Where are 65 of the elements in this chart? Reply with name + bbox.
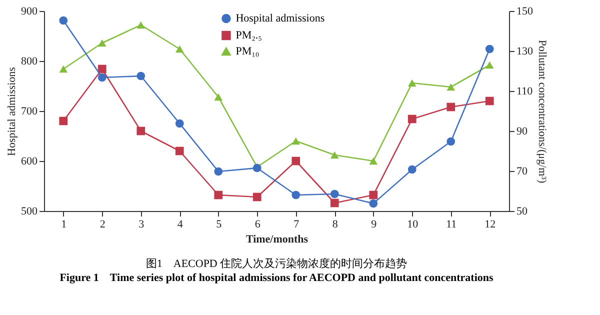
y2-tick-label: 50 <box>516 206 528 218</box>
point <box>446 102 456 112</box>
x-tick-label: 9 <box>371 218 378 230</box>
point <box>136 21 146 29</box>
caption: Figure 1 Time series plot of hospital admissions for AECOPD and pollutant concentrations <box>60 272 494 284</box>
y-axis-title: Hospital admissions <box>6 67 18 156</box>
y-tick-label: 900 <box>21 6 38 18</box>
y2-tick-label: 70 <box>516 166 528 178</box>
x-tick-label: 8 <box>332 218 338 230</box>
y-tick-label: 500 <box>21 206 38 218</box>
point <box>175 119 184 128</box>
point <box>369 190 378 200</box>
point <box>59 16 68 25</box>
y-tick-label: 700 <box>21 106 38 118</box>
x-tick-label: 2 <box>100 218 106 230</box>
point <box>485 96 494 106</box>
x-tick-label: 11 <box>446 218 457 230</box>
x-axis-title: Time/months <box>246 234 309 246</box>
y2-tick-label: 110 <box>516 86 534 98</box>
point <box>485 44 494 54</box>
point <box>98 64 106 74</box>
point <box>59 116 68 126</box>
point <box>446 137 456 146</box>
x-tick-label: 4 <box>177 218 184 230</box>
point <box>98 39 106 47</box>
point <box>252 192 262 202</box>
point <box>485 61 494 69</box>
x-tick-label: 5 <box>216 218 222 230</box>
y2-axis-title: Pollutant concentrations/(μg/m³) <box>536 40 548 184</box>
y2-tick-label: 150 <box>516 6 534 18</box>
point <box>292 156 300 166</box>
point <box>369 157 378 165</box>
x-tick-label: 6 <box>254 218 261 230</box>
point <box>446 83 456 91</box>
point <box>369 199 378 208</box>
point <box>214 190 223 200</box>
point <box>59 65 68 73</box>
point <box>136 72 146 80</box>
point <box>292 137 300 145</box>
point <box>292 190 300 200</box>
point <box>408 114 416 124</box>
x-tick-label: 1 <box>61 218 67 230</box>
y-tick-label: 600 <box>21 156 38 168</box>
point <box>214 167 223 176</box>
y2-tick-label: 90 <box>516 126 528 138</box>
legend-label: Hospital admissions <box>236 12 325 24</box>
point <box>330 198 339 208</box>
point <box>136 126 146 136</box>
x-tick-label: 12 <box>484 218 496 230</box>
point <box>408 79 416 87</box>
x-tick-label: 3 <box>138 218 145 230</box>
caption: 图1 AECOPD 住院人次及污染物浓度的时间分布趋势 <box>146 257 408 270</box>
point <box>408 165 416 174</box>
point <box>98 73 106 82</box>
legend-label: PM₂.₅ <box>236 30 262 42</box>
point <box>175 45 184 53</box>
point <box>175 146 184 156</box>
x-tick-label: 7 <box>294 218 300 230</box>
point <box>214 93 223 101</box>
x-tick-label: 10 <box>407 218 419 230</box>
point <box>330 190 339 198</box>
point <box>330 151 339 159</box>
y-tick-label: 800 <box>21 56 38 68</box>
legend-label: PM₁₀ <box>236 46 260 58</box>
y2-tick-label: 130 <box>516 46 534 58</box>
